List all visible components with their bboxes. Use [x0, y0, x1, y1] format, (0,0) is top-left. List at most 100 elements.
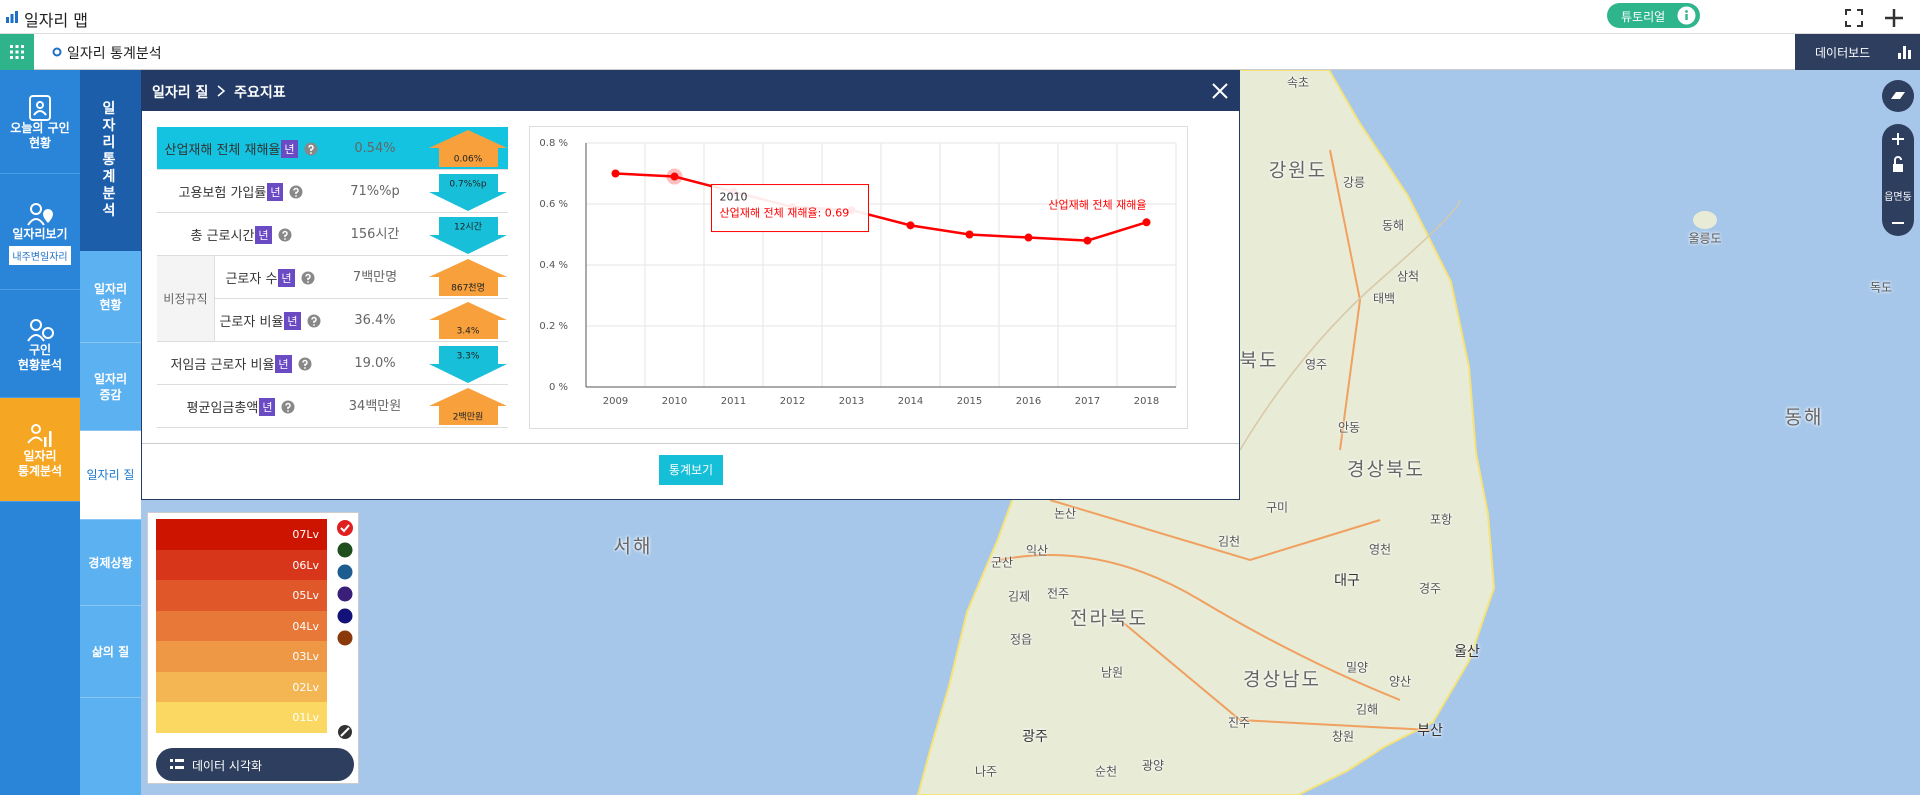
- y-tick-label: 0.6 %: [539, 199, 568, 210]
- layer-icon: [1891, 92, 1905, 99]
- legend-label: 02Lv: [292, 680, 319, 694]
- row-value: 0.54%: [354, 141, 396, 156]
- row-label: 총 근로시간: [190, 229, 255, 244]
- layer-button[interactable]: [1882, 80, 1914, 112]
- map-label: 밀양: [1345, 660, 1369, 675]
- subnav-item[interactable]: 일자리 질: [80, 431, 141, 520]
- help-icon[interactable]: [307, 314, 321, 328]
- help-icon[interactable]: [289, 185, 303, 199]
- sidebar-item[interactable]: 일자리보기 내주변일자리: [0, 174, 80, 290]
- row-label: 저임금 근로자 비율: [170, 358, 275, 373]
- map-label: 나주: [974, 764, 998, 779]
- period-badge: 년: [284, 311, 301, 330]
- subnav-title-text: 일자리통계분석: [102, 101, 116, 219]
- map-label: 전주: [1046, 586, 1070, 601]
- table-row: 평균임금총액 년 34백만원 2백만원: [157, 385, 508, 428]
- help-icon[interactable]: [281, 400, 295, 414]
- subnav-label: 경제상황: [88, 555, 133, 570]
- map-label: 진주: [1227, 715, 1251, 730]
- stats-button[interactable]: 통계보기: [659, 455, 723, 485]
- sidebar-icon: [27, 318, 54, 342]
- subnav-item[interactable]: 경제상황: [80, 520, 141, 606]
- row-value: 156시간: [350, 227, 400, 242]
- map-label: 서해: [613, 535, 653, 558]
- x-tick-label: 2012: [780, 396, 805, 407]
- zoom-controls: 읍면동: [1882, 124, 1914, 236]
- chart-box: 0 % 0.2 % 0.4 % 0.6 % 0.8 % 2009 2010 2011 2012 2…: [529, 126, 1188, 429]
- x-tick-label: 2009: [603, 396, 628, 407]
- map-label: 군산: [990, 555, 1014, 570]
- legend-level: 03Lv: [156, 641, 327, 672]
- visualize-button[interactable]: 데이터 시각화: [156, 748, 354, 781]
- subnav-item[interactable]: 일자리 현황: [80, 251, 141, 343]
- map-label: 논산: [1053, 506, 1077, 521]
- menu-button[interactable]: [0, 34, 34, 70]
- top-bar: 일자리 맵 튜토리얼: [0, 0, 1920, 34]
- x-tick-label: 2017: [1075, 396, 1100, 407]
- zoom-icons: [1892, 133, 1904, 224]
- dashboard-button[interactable]: 데이터보드: [1795, 34, 1920, 70]
- change-arrow: 0.06%: [429, 130, 507, 167]
- map-label: 경주: [1418, 581, 1442, 596]
- y-tick-label: 0.4 %: [539, 260, 568, 271]
- palette-options: [337, 520, 353, 739]
- legend-level: 07Lv: [156, 519, 327, 550]
- change-value: 3.3%: [457, 352, 480, 362]
- help-icon[interactable]: [301, 271, 315, 285]
- change-value: 867천명: [451, 283, 485, 294]
- map-label: 정읍: [1009, 632, 1033, 647]
- row-label-cell: 평균임금총액 년: [157, 385, 325, 428]
- period-badge: 년: [255, 225, 272, 244]
- zoom-level: 읍면동: [1884, 192, 1912, 203]
- sidebar-item[interactable]: 일자리 통계분석: [0, 398, 80, 502]
- list-icon: [170, 759, 184, 769]
- island: [1693, 211, 1717, 229]
- table-row: 근로자 수 년 7백만명 867천명: [215, 256, 508, 299]
- map-label: 양산: [1388, 674, 1412, 689]
- add-button[interactable]: [1884, 8, 1904, 28]
- subnav-item[interactable]: 일자리 증감: [80, 343, 141, 431]
- close-button[interactable]: [1211, 82, 1229, 100]
- help-icon[interactable]: [304, 142, 318, 156]
- period-badge: 년: [259, 397, 276, 416]
- subnav-title: 일자리통계분석: [80, 70, 141, 251]
- help-icon[interactable]: [278, 228, 292, 242]
- border: [1239, 199, 1461, 451]
- nearby-button[interactable]: 내주변일자리: [9, 245, 71, 265]
- fullscreen-button[interactable]: [1845, 9, 1863, 27]
- sidebar-item[interactable]: 오늘의 구인 현황: [0, 70, 80, 174]
- map-label: 창원: [1331, 729, 1355, 744]
- x-tick-label: 2018: [1134, 396, 1159, 407]
- tutorial-button[interactable]: 튜토리얼: [1607, 3, 1700, 28]
- point: [1083, 236, 1092, 245]
- change-arrow: 3.3%: [429, 346, 507, 383]
- legend-label: 07Lv: [292, 528, 319, 541]
- subnav-label: 일자리 질: [86, 468, 135, 482]
- help-icon[interactable]: [298, 357, 312, 371]
- point: [965, 230, 974, 239]
- subnav-item[interactable]: 삶의 질: [80, 606, 141, 698]
- panel-title: 일자리 질: [152, 85, 209, 101]
- grid-icon: [10, 45, 24, 59]
- map-label: 김해: [1355, 702, 1379, 717]
- x-tick-label: 2011: [721, 396, 746, 407]
- table-row: 근로자 비율 년 36.4% 3.4%: [215, 299, 508, 342]
- change-arrow: 0.7%%p: [429, 174, 507, 211]
- legend-level: 05Lv: [156, 580, 327, 611]
- panel-header: 일자리 질 주요지표: [142, 71, 1239, 111]
- map-label: 광양: [1141, 758, 1165, 773]
- y-tick-label: 0.8 %: [539, 138, 568, 149]
- legend-label: 01Lv: [292, 711, 319, 724]
- map-label: 태백: [1372, 291, 1396, 306]
- table-row: 저임금 근로자 비율 년 19.0% 3.3%: [157, 342, 508, 385]
- row-label: 평균임금총액: [186, 401, 259, 416]
- group-label: 비정규직: [163, 292, 208, 306]
- x-tick-label: 2013: [839, 396, 864, 407]
- sidebar-item[interactable]: 구인 현황분석: [0, 290, 80, 398]
- arrow-shape: [429, 130, 507, 167]
- row-value: 7백만명: [352, 270, 398, 285]
- panel-subtitle: 주요지표: [234, 85, 286, 101]
- logo-icon: [6, 11, 18, 23]
